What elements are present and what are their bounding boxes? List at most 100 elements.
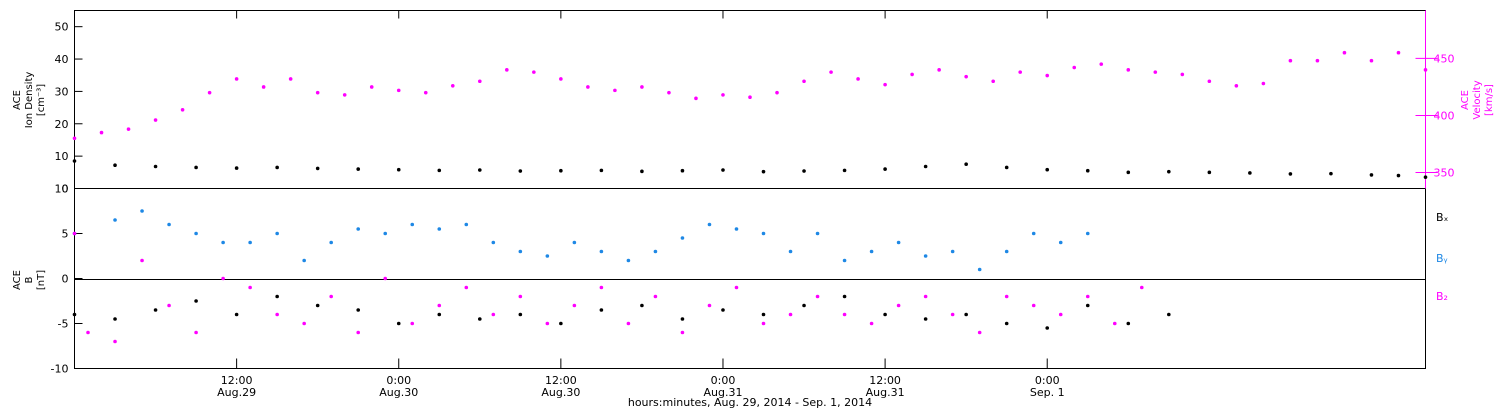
top-data-point (1396, 50, 1401, 55)
bottom-data-point (194, 231, 198, 236)
top-data-point (1207, 170, 1212, 175)
bottom-data-point (923, 254, 928, 258)
top-right-tick-label: 400 (1434, 109, 1455, 122)
top-data-point (1099, 62, 1104, 66)
top-data-point (437, 168, 442, 173)
top-data-point (1234, 84, 1239, 88)
bottom-data-point (383, 276, 388, 281)
bottom-data-point (572, 303, 577, 308)
bottom-data-point (1031, 231, 1036, 236)
bottom-data-point (923, 294, 928, 299)
top-data-point (478, 168, 482, 172)
top-data-point (613, 88, 617, 93)
bottom-data-point (86, 330, 90, 335)
bottom-data-point (869, 321, 874, 326)
top-data-point (1248, 171, 1252, 175)
bottom-data-point (518, 294, 523, 299)
bottom-data-point (464, 222, 469, 227)
bottom-data-point (707, 222, 712, 227)
bottom-data-point (842, 258, 847, 263)
bottom-data-point (869, 249, 874, 254)
bottom-data-point (437, 312, 442, 317)
top-data-point (126, 127, 131, 131)
bottom-data-point (1167, 312, 1171, 317)
top-data-point (396, 167, 401, 172)
bottom-data-point (896, 240, 901, 245)
top-data-point (518, 169, 523, 173)
right-ylabel-line2: Velocity (1472, 80, 1483, 119)
top-data-point (113, 163, 117, 167)
top-data-point (1207, 79, 1212, 84)
top-data-point (234, 77, 239, 81)
bottom-data-point (396, 321, 401, 326)
bottom-left-tick-label: -5 (58, 318, 69, 331)
bottom-data-point (167, 222, 171, 227)
top-data-point (1180, 72, 1185, 77)
bottom-data-point (599, 249, 604, 254)
bottom-data-point (896, 303, 901, 308)
bottom-data-point (1058, 240, 1063, 245)
bottom-data-point (802, 303, 806, 308)
bottom-data-point (1058, 312, 1063, 317)
top-data-point (1085, 168, 1090, 173)
bottom-data-point (707, 303, 712, 308)
bottom-data-point (329, 240, 333, 245)
bottom-data-point (734, 285, 739, 290)
top-data-point (153, 118, 158, 122)
top-data-point (1315, 58, 1320, 63)
legend-bz: B₂ (1436, 290, 1448, 303)
bottom-data-point (653, 294, 658, 299)
bottom-data-point (734, 227, 739, 231)
bottom-data-point (437, 227, 442, 231)
top-data-point (1423, 175, 1428, 179)
legend-bx: Bₓ (1436, 211, 1449, 224)
top-data-point (1126, 170, 1131, 175)
top-data-point (234, 166, 239, 170)
bottom-data-point (113, 218, 117, 222)
top-left-tick-label: 50 (55, 21, 69, 34)
bottom-left-tick-label: 10 (55, 183, 69, 196)
bottom-data-point (815, 231, 820, 236)
top-right-tick-label: 350 (1434, 167, 1455, 180)
bottom-data-point (977, 330, 982, 335)
top-data-point (207, 90, 212, 95)
bottom-data-point (1031, 303, 1036, 308)
bottom-data-point (761, 312, 766, 317)
bottom-data-point (275, 231, 279, 236)
top-data-point (586, 85, 590, 89)
bottom-data-point (680, 317, 685, 321)
bottom-data-point (221, 276, 225, 281)
bottom-data-point (478, 317, 482, 321)
top-ylabel-line1: ACE (12, 90, 23, 110)
top-data-point (315, 90, 320, 95)
bottom-data-point (923, 317, 928, 321)
bottom-data-point (640, 303, 644, 308)
top-data-point (964, 74, 968, 79)
top-data-point (667, 90, 671, 95)
x-tick-date-label: Aug.30 (379, 386, 418, 399)
top-data-point (1045, 167, 1050, 172)
top-data-point (694, 96, 698, 101)
legend-by: Bᵧ (1436, 252, 1448, 265)
bottom-data-point (559, 321, 563, 326)
top-data-point (559, 168, 563, 173)
top-right-ticks: 350 400 450 (1415, 52, 1455, 180)
top-data-point (194, 165, 198, 170)
top-data-point (478, 79, 482, 84)
bottom-data-point (248, 240, 252, 245)
top-data-point (1342, 50, 1347, 55)
bottom-data-point (653, 249, 658, 254)
x-tick-time-label: 12:00 (545, 374, 577, 387)
bottom-data-point (680, 330, 685, 335)
top-data-point (72, 136, 77, 141)
x-tick-time-label: 12:00 (221, 374, 253, 387)
top-data-point (1288, 172, 1293, 176)
top-data-point (99, 130, 104, 135)
top-panel-points (72, 50, 1428, 179)
top-data-point (640, 85, 644, 89)
bottom-data-point (1004, 294, 1009, 299)
bottom-data-point (1112, 321, 1117, 326)
bottom-data-point (356, 308, 361, 312)
